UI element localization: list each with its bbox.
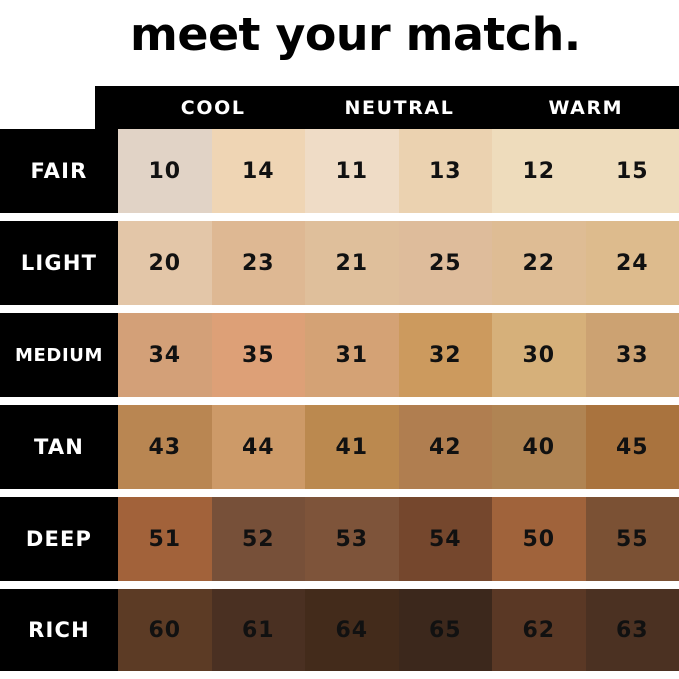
- shade-number: 64: [335, 617, 369, 643]
- table-row: DEEP 51 52 53 54 50 55: [0, 497, 679, 581]
- swatch-group-light: 20 23 21 25 22 24: [118, 221, 679, 305]
- shade-swatch[interactable]: 60: [118, 589, 212, 671]
- table-row: TAN 43 44 41 42 40 45: [0, 405, 679, 489]
- shade-swatch[interactable]: 20: [118, 221, 212, 305]
- table-row: LIGHT 20 23 21 25 22 24: [0, 221, 679, 305]
- title-area: meet your match.: [0, 0, 679, 86]
- shade-number: 44: [241, 434, 275, 460]
- shade-number: 33: [615, 342, 649, 368]
- shade-swatch[interactable]: 40: [492, 405, 586, 489]
- shade-swatch[interactable]: 62: [492, 589, 586, 671]
- swatch-group-deep: 51 52 53 54 50 55: [118, 497, 679, 581]
- shade-number: 35: [241, 342, 275, 368]
- shade-grid: FAIR 10 14 11 13 12 15 LIGHT 20 23 21 25…: [0, 129, 679, 671]
- depth-label-rich: RICH: [0, 589, 118, 671]
- table-row: RICH 60 61 64 65 62 63: [0, 589, 679, 671]
- shade-swatch[interactable]: 42: [398, 405, 492, 489]
- shade-swatch[interactable]: 65: [398, 589, 492, 671]
- shade-number: 20: [148, 250, 182, 276]
- shade-number: 50: [522, 526, 556, 552]
- shade-number: 22: [522, 250, 556, 276]
- shade-number: 55: [615, 526, 649, 552]
- shade-swatch[interactable]: 11: [305, 129, 399, 213]
- swatch-group-medium: 34 35 31 32 30 33: [118, 313, 679, 397]
- depth-label-tan: TAN: [0, 405, 118, 489]
- shade-number: 34: [148, 342, 182, 368]
- depth-label-fair: FAIR: [0, 129, 118, 213]
- shade-number: 41: [335, 434, 369, 460]
- shade-swatch[interactable]: 31: [305, 313, 399, 397]
- shade-swatch[interactable]: 22: [492, 221, 586, 305]
- shade-number: 15: [615, 158, 649, 184]
- shade-number: 32: [428, 342, 462, 368]
- shade-number: 53: [335, 526, 369, 552]
- shade-swatch[interactable]: 14: [211, 129, 305, 213]
- page-title: meet your match.: [130, 8, 581, 61]
- shade-swatch[interactable]: 35: [211, 313, 305, 397]
- shade-number: 23: [241, 250, 275, 276]
- shade-number: 43: [148, 434, 182, 460]
- shade-swatch[interactable]: 43: [118, 405, 212, 489]
- shade-swatch[interactable]: 13: [398, 129, 492, 213]
- shade-number: 13: [428, 158, 462, 184]
- shade-number: 11: [335, 158, 369, 184]
- shade-swatch[interactable]: 55: [585, 497, 679, 581]
- table-row: MEDIUM 34 35 31 32 30 33: [0, 313, 679, 397]
- shade-swatch[interactable]: 64: [305, 589, 399, 671]
- shade-swatch[interactable]: 21: [305, 221, 399, 305]
- shade-number: 65: [428, 617, 462, 643]
- table-row: FAIR 10 14 11 13 12 15: [0, 129, 679, 213]
- shade-number: 12: [522, 158, 556, 184]
- shade-number: 60: [148, 617, 182, 643]
- tone-group-cool: COOL: [180, 96, 246, 119]
- shade-swatch[interactable]: 32: [398, 313, 492, 397]
- depth-label-light: LIGHT: [0, 221, 118, 305]
- tone-header-band: COOL NEUTRAL WARM: [95, 86, 679, 129]
- shade-swatch[interactable]: 45: [585, 405, 679, 489]
- shade-number: 14: [241, 158, 275, 184]
- shade-number: 62: [522, 617, 556, 643]
- shade-swatch[interactable]: 10: [118, 129, 212, 213]
- shade-swatch[interactable]: 33: [585, 313, 679, 397]
- shade-swatch[interactable]: 63: [585, 589, 679, 671]
- shade-number: 40: [522, 434, 556, 460]
- shade-number: 51: [148, 526, 182, 552]
- shade-swatch[interactable]: 53: [305, 497, 399, 581]
- depth-label-deep: DEEP: [0, 497, 118, 581]
- swatch-group-tan: 43 44 41 42 40 45: [118, 405, 679, 489]
- shade-swatch[interactable]: 44: [211, 405, 305, 489]
- shade-swatch[interactable]: 51: [118, 497, 212, 581]
- shade-swatch[interactable]: 41: [305, 405, 399, 489]
- shade-number: 61: [241, 617, 275, 643]
- swatch-group-fair: 10 14 11 13 12 15: [118, 129, 679, 213]
- shade-swatch[interactable]: 54: [398, 497, 492, 581]
- tone-group-warm: WARM: [548, 96, 624, 119]
- shade-swatch[interactable]: 34: [118, 313, 212, 397]
- shade-number: 25: [428, 250, 462, 276]
- shade-number: 30: [522, 342, 556, 368]
- shade-swatch[interactable]: 24: [585, 221, 679, 305]
- shade-swatch[interactable]: 25: [398, 221, 492, 305]
- shade-number: 10: [148, 158, 182, 184]
- depth-label-medium: MEDIUM: [0, 313, 118, 397]
- shade-swatch[interactable]: 61: [211, 589, 305, 671]
- header-spacer: [95, 86, 120, 129]
- shade-number: 42: [428, 434, 462, 460]
- shade-swatch[interactable]: 50: [492, 497, 586, 581]
- shade-swatch[interactable]: 12: [492, 129, 586, 213]
- shade-number: 63: [615, 617, 649, 643]
- shade-number: 31: [335, 342, 369, 368]
- shade-swatch[interactable]: 15: [585, 129, 679, 213]
- shade-number: 54: [428, 526, 462, 552]
- shade-number: 24: [615, 250, 649, 276]
- shade-number: 45: [615, 434, 649, 460]
- shade-number: 52: [241, 526, 275, 552]
- shade-swatch[interactable]: 52: [211, 497, 305, 581]
- shade-swatch[interactable]: 30: [492, 313, 586, 397]
- shade-swatch[interactable]: 23: [211, 221, 305, 305]
- tone-group-neutral: NEUTRAL: [344, 96, 455, 119]
- shade-number: 21: [335, 250, 369, 276]
- swatch-group-rich: 60 61 64 65 62 63: [118, 589, 679, 671]
